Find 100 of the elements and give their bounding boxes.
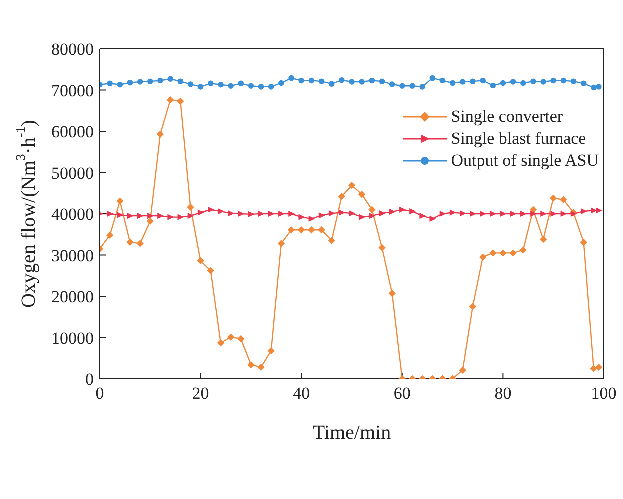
point [379, 78, 386, 84]
point [379, 210, 386, 217]
y-tick-label: 20000 [52, 288, 94, 307]
point [248, 361, 255, 369]
point [238, 335, 245, 343]
point [510, 250, 517, 257]
point [420, 213, 426, 220]
point [450, 80, 456, 86]
point [178, 78, 184, 84]
point [410, 83, 416, 90]
point [500, 210, 507, 218]
point [349, 79, 355, 85]
point [470, 78, 476, 84]
x-tick-label: 40 [293, 384, 310, 404]
point [328, 237, 336, 244]
point [490, 82, 496, 89]
point [580, 238, 588, 246]
point [530, 206, 538, 214]
point [248, 83, 254, 90]
y-tick-label: 0 [86, 370, 94, 390]
x-tick-label: 20 [192, 384, 210, 404]
point [308, 78, 315, 84]
point [217, 340, 225, 347]
point [288, 226, 296, 234]
point [358, 191, 366, 198]
point [359, 214, 366, 220]
point [106, 232, 114, 240]
point [178, 214, 184, 220]
point [530, 78, 536, 84]
point [308, 216, 316, 222]
point [117, 212, 124, 218]
point [479, 254, 487, 261]
legend-label: Single converter [451, 106, 564, 128]
point [158, 213, 164, 220]
point [510, 79, 516, 85]
point [420, 84, 426, 90]
point [550, 78, 556, 84]
point [218, 208, 225, 215]
point [298, 214, 306, 220]
point [440, 210, 446, 218]
point [198, 210, 204, 216]
point [591, 84, 597, 91]
x-axis-title: Time/min [312, 422, 392, 444]
point [127, 213, 134, 220]
point [389, 208, 396, 215]
point [298, 78, 304, 84]
point [228, 210, 235, 217]
point [187, 204, 194, 211]
point [359, 79, 365, 85]
point [560, 196, 568, 204]
y-tick-label: 50000 [52, 164, 94, 183]
y-tick-label: 80000 [52, 40, 94, 60]
point [168, 214, 174, 220]
point [197, 257, 204, 265]
point [540, 79, 546, 85]
point [349, 210, 356, 217]
point [318, 78, 325, 84]
point [348, 182, 356, 190]
point [107, 80, 113, 87]
point [258, 364, 265, 372]
point [228, 83, 234, 90]
point [278, 80, 284, 86]
point [268, 84, 274, 90]
point [580, 208, 588, 215]
point [459, 366, 466, 374]
point [388, 290, 396, 298]
point [500, 250, 507, 257]
point [188, 213, 194, 220]
point [560, 78, 567, 84]
point [480, 78, 486, 84]
point [268, 210, 275, 218]
point [328, 210, 336, 217]
point [318, 212, 326, 219]
point [520, 246, 527, 254]
point [400, 83, 406, 90]
point [410, 208, 416, 215]
point [278, 240, 286, 248]
point [469, 303, 477, 310]
point [188, 82, 194, 88]
point [318, 226, 326, 234]
point [168, 76, 174, 82]
x-tick-label: 80 [494, 384, 512, 404]
point [520, 210, 527, 218]
point [158, 78, 164, 84]
point [540, 236, 548, 244]
point [550, 194, 558, 202]
point [268, 347, 275, 355]
point [369, 78, 376, 84]
point [298, 226, 306, 234]
point [450, 210, 456, 216]
point [596, 208, 603, 214]
point [207, 267, 214, 275]
point [440, 78, 446, 84]
point [490, 250, 497, 257]
point [338, 193, 346, 200]
x-tick-label: 100 [591, 384, 617, 404]
x-tick-label: 60 [394, 384, 411, 404]
point [520, 80, 526, 86]
point [308, 226, 316, 234]
point [570, 78, 577, 84]
